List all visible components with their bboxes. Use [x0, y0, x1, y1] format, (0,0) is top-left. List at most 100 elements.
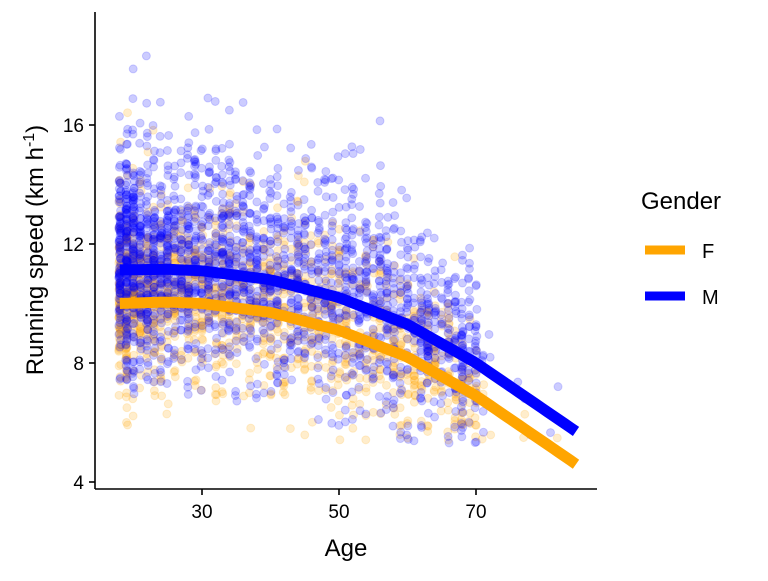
- data-point-M: [374, 189, 384, 199]
- data-point-F: [211, 383, 221, 393]
- data-point-F: [211, 228, 221, 238]
- data-point-F: [136, 308, 146, 318]
- data-point-F: [115, 325, 125, 335]
- data-point-M: [211, 345, 221, 355]
- x-tick-label: 50: [328, 502, 349, 523]
- data-point-M: [299, 195, 309, 205]
- data-point-F: [313, 236, 323, 246]
- data-point-F: [306, 361, 316, 371]
- data-point-F: [436, 387, 446, 397]
- data-point-M: [272, 365, 282, 375]
- data-point-F: [347, 279, 357, 289]
- data-point-F: [552, 433, 562, 443]
- data-point-F: [149, 321, 159, 331]
- data-point-M: [389, 372, 399, 382]
- data-point-M: [204, 124, 214, 134]
- data-point-F: [328, 218, 338, 228]
- data-point-F: [218, 204, 228, 214]
- data-point-F: [122, 238, 132, 248]
- data-point-F: [156, 342, 166, 352]
- data-point-F: [176, 254, 186, 264]
- data-point-F: [231, 335, 241, 345]
- data-point-M: [224, 105, 234, 115]
- data-point-F: [279, 334, 289, 344]
- data-point-M: [135, 118, 145, 128]
- data-point-M: [341, 343, 351, 353]
- data-point-F: [306, 240, 316, 250]
- data-point-M: [293, 165, 303, 175]
- data-point-M: [251, 389, 261, 399]
- data-point-M: [456, 402, 466, 412]
- data-point-M: [422, 294, 432, 304]
- data-point-F: [129, 313, 139, 323]
- data-point-F: [176, 231, 186, 241]
- data-point-F: [135, 308, 145, 318]
- data-point-M: [388, 421, 398, 431]
- data-point-M: [293, 294, 303, 304]
- data-point-M: [143, 375, 153, 385]
- data-point-F: [129, 283, 139, 293]
- data-point-M: [376, 181, 386, 191]
- data-point-F: [176, 281, 186, 291]
- data-point-F: [273, 231, 283, 241]
- data-point-F: [416, 381, 426, 391]
- data-point-M: [197, 288, 207, 298]
- data-point-F: [184, 240, 194, 250]
- data-point-M: [300, 220, 310, 230]
- data-point-F: [253, 364, 263, 374]
- data-point-M: [163, 343, 173, 353]
- data-point-M: [225, 342, 235, 352]
- data-point-F: [341, 341, 351, 351]
- data-point-M: [143, 357, 153, 367]
- data-point-F: [122, 354, 132, 364]
- data-point-F: [313, 268, 323, 278]
- data-point-F: [299, 259, 309, 269]
- data-point-F: [122, 352, 132, 362]
- data-point-M: [402, 193, 412, 203]
- data-point-F: [307, 298, 317, 308]
- data-point-M: [169, 243, 179, 253]
- data-point-F: [191, 317, 201, 327]
- data-point-M: [327, 227, 337, 237]
- data-point-F: [246, 423, 256, 433]
- data-point-M: [177, 355, 187, 365]
- data-point-F: [128, 210, 138, 220]
- data-point-M: [272, 124, 282, 134]
- data-point-F: [169, 348, 179, 358]
- x-axis-label: Age: [325, 535, 368, 562]
- data-point-M: [266, 386, 276, 396]
- data-point-M: [136, 313, 146, 323]
- data-point-F: [246, 318, 256, 328]
- data-point-M: [471, 320, 481, 330]
- data-point-M: [279, 259, 289, 269]
- data-point-M: [457, 250, 467, 260]
- data-point-M: [416, 252, 426, 262]
- data-point-F: [177, 217, 187, 227]
- data-point-F: [128, 411, 138, 421]
- data-point-F: [183, 353, 193, 363]
- data-point-F: [265, 336, 275, 346]
- data-point-F: [196, 240, 206, 250]
- data-point-F: [183, 280, 193, 290]
- data-point-F: [183, 254, 193, 264]
- data-point-F: [307, 346, 317, 356]
- data-point-F: [198, 276, 208, 286]
- data-point-F: [292, 268, 302, 278]
- data-point-F: [232, 242, 242, 252]
- data-point-M: [369, 362, 379, 372]
- data-point-F: [135, 280, 145, 290]
- data-point-M: [403, 421, 413, 431]
- data-point-M: [164, 130, 174, 140]
- data-point-F: [369, 355, 379, 365]
- data-point-M: [218, 189, 228, 199]
- data-point-F: [266, 239, 276, 249]
- data-point-F: [150, 391, 160, 401]
- data-point-F: [280, 353, 290, 363]
- data-point-F: [362, 281, 372, 291]
- data-point-F: [326, 402, 336, 412]
- data-point-F: [429, 346, 439, 356]
- data-point-F: [197, 280, 207, 290]
- data-point-F: [266, 253, 276, 263]
- data-point-F: [362, 374, 372, 384]
- data-point-M: [361, 252, 371, 262]
